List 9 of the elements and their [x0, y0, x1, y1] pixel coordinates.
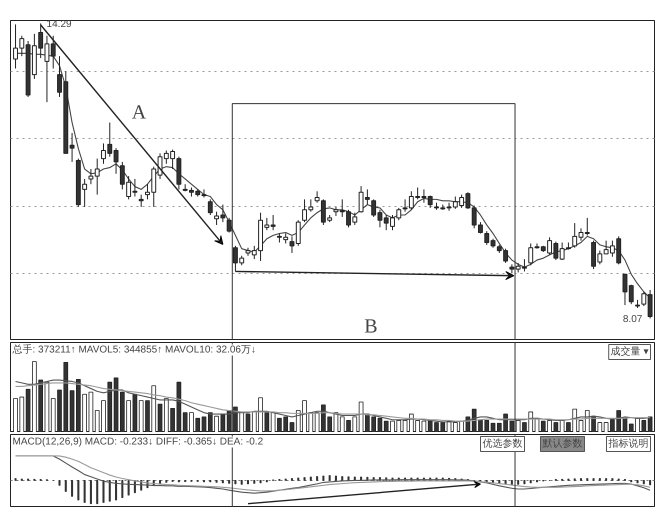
text: 优选参数	[482, 438, 522, 450]
annotation: B	[364, 315, 378, 338]
text: 默认参数	[542, 438, 582, 450]
annotation: A	[132, 102, 147, 124]
text: MACD(12,26,9) MACD: -0.233↓ DIFF: -0.365↓ DEA: -0.2	[12, 436, 264, 448]
text: 指标说明	[608, 438, 648, 450]
annotation: 8.07	[622, 314, 643, 325]
text: 成交量 ▾	[610, 346, 649, 358]
text: 总手: 373211↑ MAVOL5: 344855↑ MAVOL10: 32.06万↓	[12, 344, 256, 356]
